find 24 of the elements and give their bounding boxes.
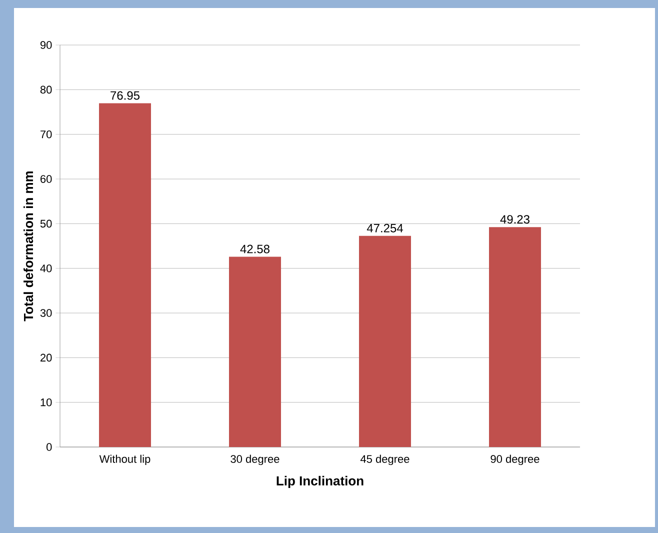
data-label: 49.23 (500, 215, 530, 224)
x-axis-title: Lip Inclination (276, 476, 364, 488)
data-label: 47.254 (366, 224, 403, 232)
x-tick-label: 30 degree (230, 454, 280, 466)
y-tick-label: 0 (46, 443, 52, 451)
bar (359, 236, 411, 447)
y-tick-label: 20 (40, 354, 52, 362)
y-tick-label: 10 (40, 398, 52, 406)
y-tick-label: 30 (40, 309, 52, 317)
y-tick-label: 80 (40, 86, 52, 94)
bar (489, 227, 541, 447)
bar (99, 103, 152, 447)
y-axis-title: Total deformation in mm (24, 171, 34, 322)
y-tick-label: 70 (40, 130, 52, 138)
x-tick-label: 90 degree (490, 454, 540, 466)
data-label: 76.95 (110, 91, 140, 100)
x-tick-label: 45 degree (360, 454, 410, 466)
data-label: 42.58 (240, 244, 270, 254)
bar (229, 256, 282, 447)
y-tick-label: 50 (40, 220, 52, 228)
y-tick-label: 40 (40, 264, 52, 272)
y-tick-label: 90 (40, 41, 52, 49)
x-tick-label: Without lip (99, 454, 150, 466)
y-tick-label: 60 (40, 175, 52, 183)
